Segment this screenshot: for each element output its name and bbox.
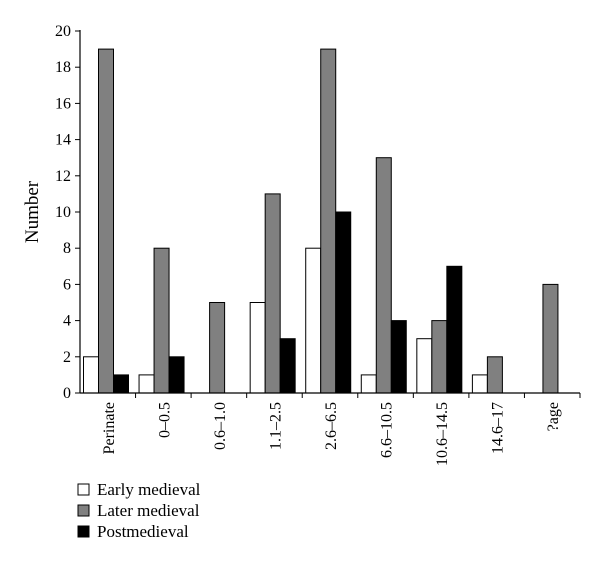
plot-area [83,48,559,394]
bar-later-medieval [153,247,170,394]
y-tick-label: 10 [55,204,71,221]
axes: Number 0 2 4 6 8 10 12 14 16 18 20 Perinate 0–0.5 0.6… [22,23,581,466]
bar-later-medieval [486,356,503,394]
bar-postmedieval [446,265,463,394]
bar-early-medieval [249,302,266,394]
x-tick-label: 1.1–2.5 [267,402,284,450]
bar-early-medieval [138,374,155,394]
y-tick-label: 18 [55,59,71,76]
x-tick-label: 6.6–10.5 [379,402,396,458]
x-tick-label: ?age [545,402,562,431]
bar-later-medieval [98,48,114,394]
x-tick-label: Perinate [101,402,118,454]
legend-label: Postmedieval [97,522,189,541]
y-tick-label: 16 [55,95,71,112]
legend-swatch-later-medieval [77,504,90,517]
bar-postmedieval [390,320,407,394]
y-tick-label: 12 [55,168,71,185]
x-tick-label: 14.6–17 [490,402,507,454]
y-tick-label: 8 [63,240,71,257]
bar-early-medieval [305,247,322,394]
legend-label: Early medieval [97,480,201,499]
x-tick-label: 0–0.5 [156,402,173,438]
y-axis-title: Number [22,180,43,243]
bar-early-medieval [471,374,488,394]
bar-later-medieval [431,320,448,394]
bar-postmedieval [335,211,352,394]
bar-postmedieval [168,356,185,394]
bar-later-medieval [264,193,281,394]
bar-later-medieval [542,283,559,394]
y-tick-label: 0 [63,385,71,402]
bar-later-medieval [375,157,392,394]
legend-swatch-postmedieval [77,525,90,538]
y-tick-label: 14 [55,132,71,149]
legend-swatch-early-medieval [77,483,90,496]
bar-postmedieval [113,374,129,394]
legend-label: Later medieval [97,501,200,520]
legend: Early medieval Later medieval Postmedieval [77,480,201,541]
bar-later-medieval [209,302,226,394]
x-tick-label: 2.6–6.5 [323,402,340,450]
bar-postmedieval [279,338,296,394]
bar-early-medieval [83,356,99,394]
x-tick-label: 0.6–1.0 [212,402,229,450]
y-tick-label: 2 [63,349,71,366]
bar-early-medieval [360,374,377,394]
bar-later-medieval [320,48,337,394]
y-tick-label: 20 [55,23,71,40]
y-tick-label: 6 [63,276,71,293]
bar-early-medieval [416,338,433,394]
y-tick-label: 4 [63,313,71,330]
x-tick-label: 10.6–14.5 [434,402,451,466]
